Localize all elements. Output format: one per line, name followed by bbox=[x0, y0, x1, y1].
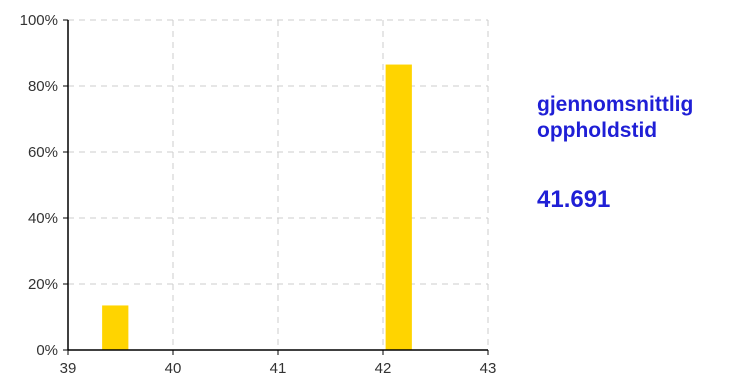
y-tick-label: 100% bbox=[20, 12, 58, 29]
bar bbox=[385, 64, 412, 351]
y-tick-label: 20% bbox=[28, 276, 58, 293]
bar bbox=[102, 305, 129, 350]
summary-title-line1: gjennomsnittlig bbox=[537, 93, 694, 116]
x-tick-label: 40 bbox=[165, 360, 182, 377]
x-tick-labels: 39 40 41 42 43 bbox=[60, 350, 497, 377]
histogram-chart: 0% 20% 40% 60% 80% 100% 39 40 41 42 43 bbox=[20, 12, 497, 377]
y-tick-labels: 0% 20% 40% 60% 80% 100% bbox=[20, 12, 68, 359]
x-tick-label: 41 bbox=[270, 360, 287, 377]
y-tick-label: 0% bbox=[36, 342, 58, 359]
grid-lines bbox=[68, 19, 489, 350]
y-tick-label: 40% bbox=[28, 210, 58, 227]
summary-title: gjennomsnittlig oppholdstid bbox=[537, 92, 727, 144]
summary-title-line2: oppholdstid bbox=[537, 119, 658, 142]
x-tick-label: 42 bbox=[375, 360, 392, 377]
y-tick-label: 60% bbox=[28, 144, 58, 161]
summary-panel: gjennomsnittlig oppholdstid 41.691 bbox=[537, 92, 727, 214]
bars bbox=[102, 64, 412, 351]
x-tick-label: 39 bbox=[60, 360, 77, 377]
x-tick-label: 43 bbox=[480, 360, 497, 377]
y-tick-label: 80% bbox=[28, 78, 58, 95]
summary-value: 41.691 bbox=[537, 186, 611, 213]
